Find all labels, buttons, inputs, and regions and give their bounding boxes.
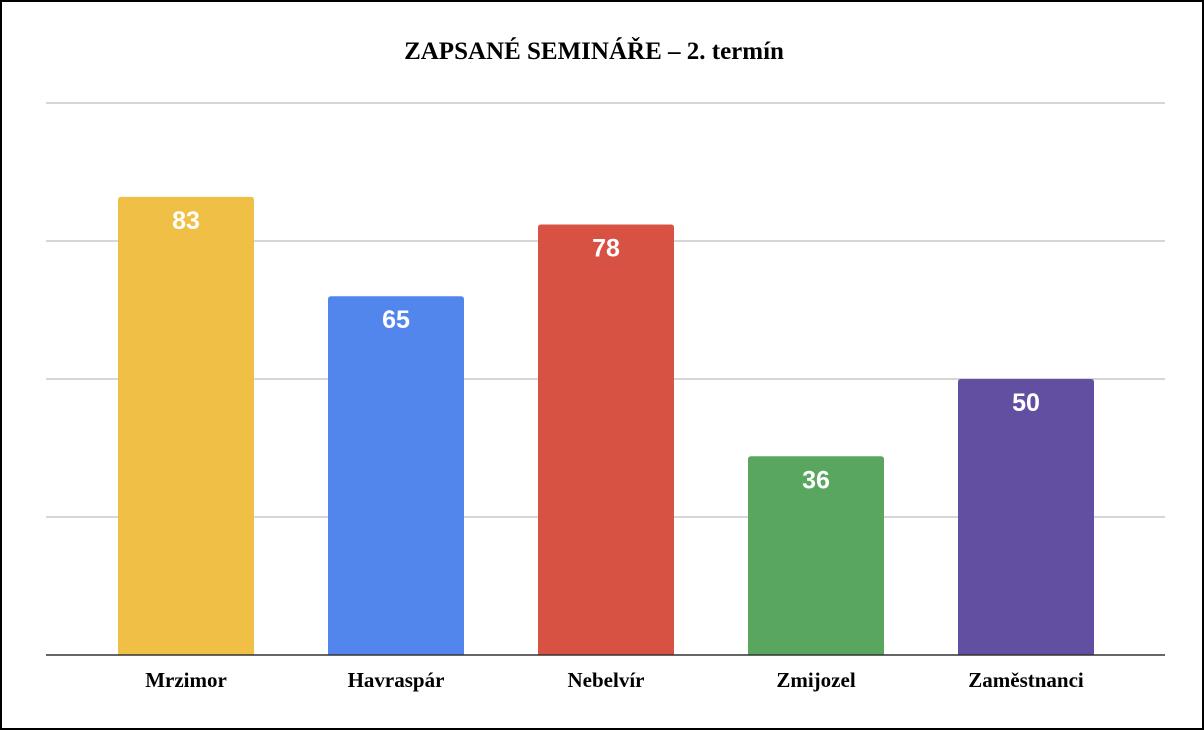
data-label: 36 [802,466,830,494]
category-label: Zmijozel [776,668,855,692]
category-label: Zaměstnanci [968,668,1084,692]
data-label: 50 [1012,389,1040,417]
bar-havraspár [328,296,464,655]
category-label: Havraspár [348,668,445,692]
category-label: Mrzimor [145,668,227,692]
data-label: 78 [592,234,620,262]
chart-title: ZAPSANÉ SEMINÁŘE – 2. termín [404,38,784,65]
labels: 83 Mrzimor 65 Havraspár 78 Nebelvír 36 Zmijozel… [145,207,1084,692]
data-label: 83 [172,207,200,235]
category-label: Nebelvír [568,668,645,692]
bar-zaměstnanci [958,379,1094,655]
bar-zmijozel [748,456,884,655]
bar-mrzimor [118,196,254,655]
bar-nebelvír [538,224,674,655]
data-label: 65 [382,306,410,334]
bars [118,196,1094,655]
